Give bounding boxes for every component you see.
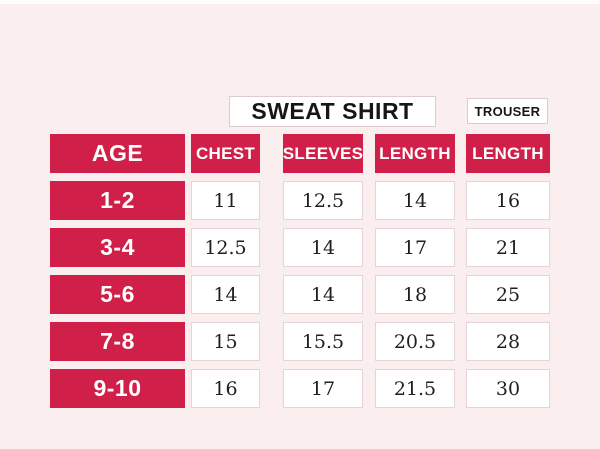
value-cell: 25 xyxy=(466,275,550,314)
value-cell: 14 xyxy=(283,228,363,267)
column-header-length: LENGTH xyxy=(375,134,455,173)
value-cell: 16 xyxy=(466,181,550,220)
value-cell: 21.5 xyxy=(375,369,455,408)
age-cell: 9-10 xyxy=(50,369,185,408)
value-cell: 11 xyxy=(191,181,260,220)
column-header-chest: CHEST xyxy=(191,134,260,173)
trouser-group-header: TROUSER xyxy=(467,98,548,124)
value-cell: 14 xyxy=(191,275,260,314)
value-cell: 12.5 xyxy=(191,228,260,267)
value-cell: 18 xyxy=(375,275,455,314)
value-cell: 20.5 xyxy=(375,322,455,361)
value-cell: 15 xyxy=(191,322,260,361)
value-cell: 21 xyxy=(466,228,550,267)
sweatshirt-group-header: SWEAT SHIRT xyxy=(229,96,436,127)
column-header-trouser-length: LENGTH xyxy=(466,134,550,173)
value-cell: 12.5 xyxy=(283,181,363,220)
age-cell: 7-8 xyxy=(50,322,185,361)
value-cell: 28 xyxy=(466,322,550,361)
column-header-sleeves: SLEEVES xyxy=(283,134,363,173)
table-row: 9-10 16 17 21.5 30 xyxy=(50,369,550,408)
table-row: 3-4 12.5 14 17 21 xyxy=(50,228,550,267)
table-row: 1-2 11 12.5 14 16 xyxy=(50,181,550,220)
age-cell: 5-6 xyxy=(50,275,185,314)
table-header-row: AGE CHEST SLEEVES LENGTH LENGTH xyxy=(50,134,550,173)
age-cell: 1-2 xyxy=(50,181,185,220)
size-table: AGE CHEST SLEEVES LENGTH LENGTH 1-2 11 1… xyxy=(50,134,550,416)
column-header-age: AGE xyxy=(50,134,185,173)
value-cell: 17 xyxy=(375,228,455,267)
value-cell: 14 xyxy=(375,181,455,220)
value-cell: 17 xyxy=(283,369,363,408)
value-cell: 16 xyxy=(191,369,260,408)
table-row: 5-6 14 14 18 25 xyxy=(50,275,550,314)
value-cell: 30 xyxy=(466,369,550,408)
value-cell: 14 xyxy=(283,275,363,314)
table-row: 7-8 15 15.5 20.5 28 xyxy=(50,322,550,361)
value-cell: 15.5 xyxy=(283,322,363,361)
age-cell: 3-4 xyxy=(50,228,185,267)
